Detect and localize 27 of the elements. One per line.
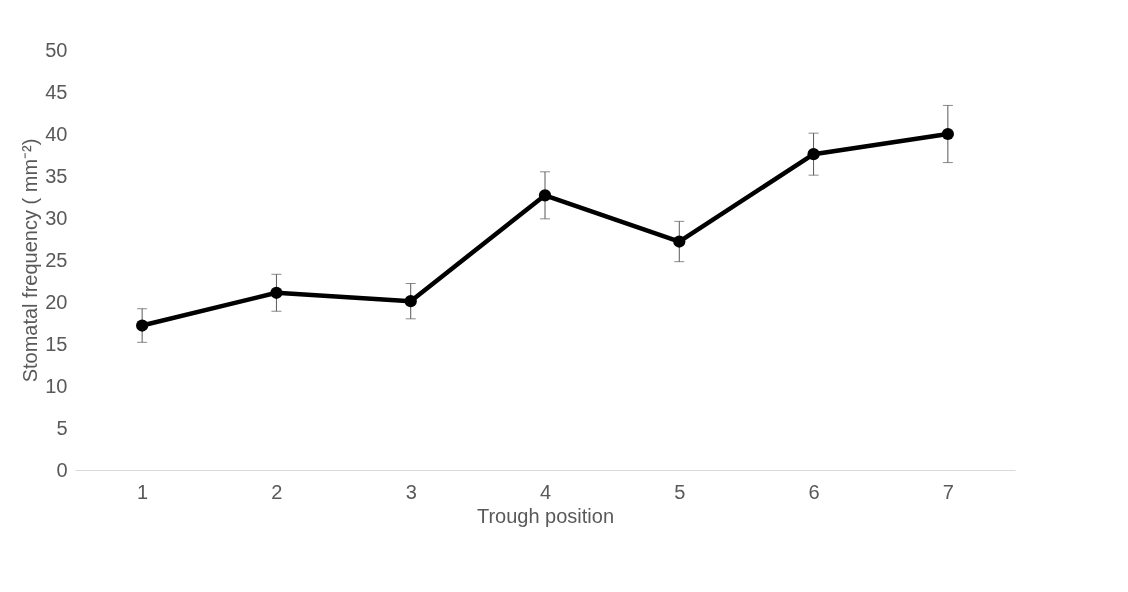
y-tick-label: 25 [45,248,68,271]
point [807,148,820,161]
point [270,286,283,299]
x-axis-title: Trough position [476,504,615,527]
point [136,319,149,332]
y-tick-label: 10 [45,374,68,397]
y-tick-label: 20 [45,290,68,313]
x-tick-label: 7 [942,480,954,503]
y-tick-label: 40 [45,122,68,145]
y-tick-label: 5 [56,416,68,439]
x-tick-label: 4 [539,480,552,503]
point [941,127,954,141]
y-tick-label: 35 [45,164,68,187]
y-tick-label: 30 [45,206,68,229]
x-tick-label: 5 [674,480,686,503]
x-tick-label: 1 [137,480,149,503]
x-tick-label: 2 [271,480,283,503]
x-tick-label: 6 [808,480,820,503]
y-tick-label: 0 [56,458,68,481]
point [404,295,417,308]
y-tick-label: 45 [45,80,68,103]
x-tick-label: 3 [405,480,417,503]
y-tick-label: 15 [45,332,68,355]
y-axis-title: Stomatal frequency ( mm⁻²) [19,138,42,383]
point [673,235,686,248]
point [538,189,552,202]
y-tick-label: 50 [45,38,68,61]
